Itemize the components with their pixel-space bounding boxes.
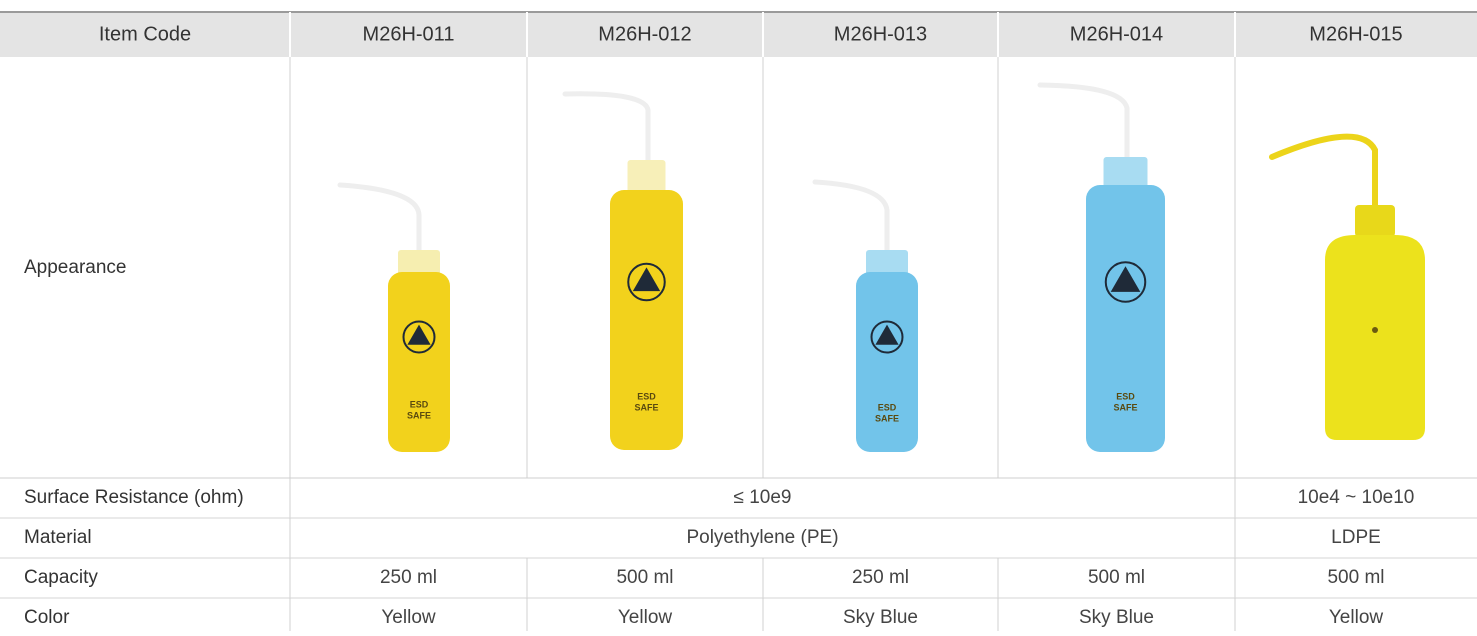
bottle-body	[856, 272, 918, 452]
esd-symbol	[407, 324, 431, 345]
cell: ≤ 10e9	[734, 487, 792, 508]
esd-symbol	[870, 320, 904, 354]
cell: 500 ml	[616, 567, 673, 588]
header-background	[0, 12, 1477, 57]
bottle-text: SAFE	[407, 410, 431, 420]
row-label: Color	[24, 607, 70, 628]
bottle-image	[1269, 133, 1425, 440]
header-cell: Item Code	[99, 23, 191, 45]
row-label: Material	[24, 527, 92, 548]
nozzle-tube	[562, 91, 651, 165]
bottle-body	[1325, 235, 1425, 440]
cell: 500 ml	[1327, 567, 1384, 588]
bottle-text: ESD	[878, 402, 897, 412]
esd-symbol	[402, 320, 436, 354]
bottle-neck	[1355, 205, 1395, 237]
cell: Sky Blue	[1079, 607, 1154, 628]
cell: 500 ml	[1088, 567, 1145, 588]
header-cell: M26H-013	[834, 23, 927, 45]
bottle-text: SAFE	[1113, 402, 1137, 412]
cell: Polyethylene (PE)	[686, 527, 838, 548]
row-label: Surface Resistance (ohm)	[24, 487, 244, 508]
header-cell: M26H-015	[1309, 23, 1402, 45]
cell: Sky Blue	[843, 607, 918, 628]
esd-symbol	[875, 324, 899, 345]
cell: Yellow	[618, 607, 673, 628]
cell: 250 ml	[380, 567, 437, 588]
nozzle-tube	[1269, 133, 1378, 211]
cell: 250 ml	[852, 567, 909, 588]
symbol-dot	[1372, 327, 1378, 333]
bottle-text: ESD	[1116, 391, 1135, 401]
bottle-body	[1086, 185, 1165, 452]
bottle-cap	[1103, 157, 1148, 189]
bottle-body	[388, 272, 450, 452]
cell: 10e4 ~ 10e10	[1298, 487, 1415, 508]
bottle-text: SAFE	[875, 413, 899, 423]
bottle-text: SAFE	[634, 402, 658, 412]
cell: Yellow	[381, 607, 436, 628]
bottle-cap	[398, 250, 440, 276]
esd-symbol	[627, 262, 666, 302]
esd-symbol	[1110, 266, 1141, 292]
esd-symbol	[632, 267, 661, 292]
cell: LDPE	[1331, 527, 1381, 548]
header-cell: M26H-014	[1070, 23, 1163, 45]
bottle-cap	[627, 160, 666, 194]
bottle-cap	[866, 250, 908, 276]
header-cell: M26H-011	[363, 23, 455, 45]
cell: Yellow	[1329, 607, 1384, 628]
bottle-text: ESD	[410, 399, 429, 409]
nozzle-tube	[1037, 82, 1130, 163]
nozzle-tube	[337, 182, 422, 255]
nozzle-tube	[812, 179, 890, 255]
bottle-body	[610, 190, 683, 450]
bottle-text: ESD	[637, 391, 656, 401]
header-cell: M26H-012	[598, 23, 691, 45]
esd-symbol	[1104, 261, 1147, 303]
row-label: Appearance	[24, 257, 126, 278]
row-label: Capacity	[24, 567, 98, 588]
